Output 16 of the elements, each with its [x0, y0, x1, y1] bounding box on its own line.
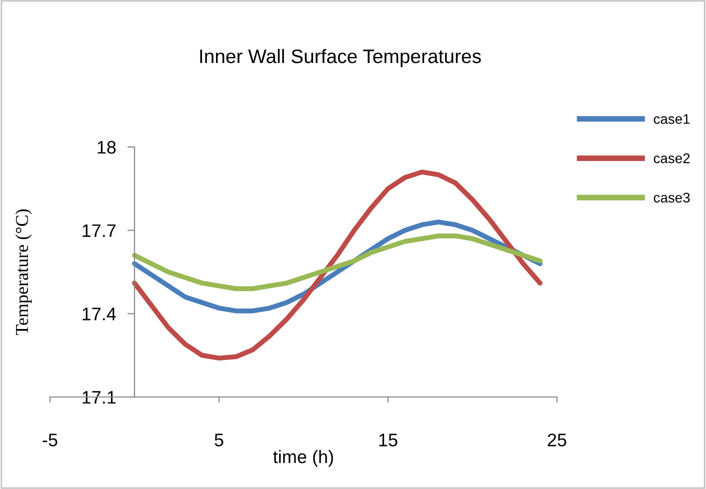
y-tick-label: 17.7: [82, 224, 116, 237]
line-series: [132, 170, 543, 361]
x-tick-label: 5: [214, 434, 224, 446]
line-series: [132, 233, 543, 292]
legend-label: case1: [654, 114, 690, 124]
x-tick-label: 25: [548, 434, 566, 446]
legend-label: case3: [654, 192, 690, 203]
y-tick-label: 17.4: [82, 308, 116, 320]
x-tick-label: -5: [42, 434, 58, 446]
x-tick-label: 15: [379, 434, 398, 446]
y-tick-label: 18: [98, 140, 116, 154]
x-axis-title: time (h): [273, 450, 333, 467]
y-tick-label: 17.1: [82, 391, 116, 404]
chart-title: Inner Wall Surface Temperatures: [200, 48, 481, 68]
y-axis-title: Temperature (°C): [15, 209, 32, 336]
legend-label: case2: [654, 153, 690, 164]
